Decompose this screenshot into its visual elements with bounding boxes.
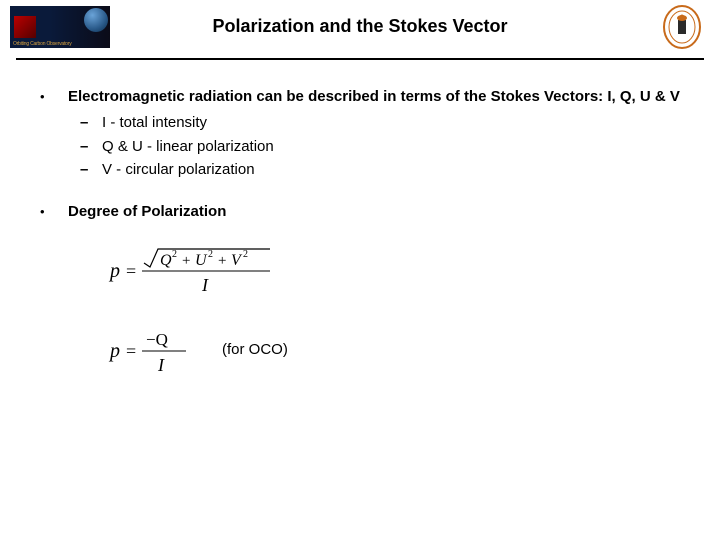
formula-2: p = −Q I (for OCO): [108, 325, 680, 375]
eq-var-p: p: [108, 260, 120, 282]
oco-logo-text: Orbiting Carbon Observatory: [13, 41, 72, 47]
dash-icon: –: [80, 159, 102, 181]
svg-text:+: +: [182, 253, 190, 269]
bullet-dot-icon: •: [40, 201, 68, 223]
svg-text:=: =: [126, 261, 136, 281]
sub-bullet-text: V - circular polarization: [102, 159, 255, 181]
equation-svg: p = Q 2 + U 2 + V 2 I: [108, 243, 278, 297]
earth-icon: [84, 8, 108, 32]
eq-numerator: −Q: [146, 330, 168, 349]
sub-bullet-item: – I - total intensity: [80, 112, 680, 134]
svg-text:=: =: [126, 341, 136, 361]
eq-term-V: V: [231, 252, 243, 269]
formula-1: p = Q 2 + U 2 + V 2 I: [108, 243, 680, 297]
slide-content: • Electromagnetic radiation can be descr…: [0, 60, 720, 375]
svg-text:+: +: [218, 253, 226, 269]
eq-denom-I: I: [201, 275, 209, 295]
sub-bullet-text: I - total intensity: [102, 112, 207, 134]
dash-icon: –: [80, 112, 102, 134]
sub-bullet-item: – V - circular polarization: [80, 159, 680, 181]
equation-svg: p = −Q I: [108, 325, 198, 375]
bullet-main-text: Electromagnetic radiation can be describ…: [68, 86, 680, 108]
sub-bullet-text: Q & U - linear polarization: [102, 136, 274, 158]
institute-seal-icon: [662, 4, 702, 50]
eq-var-p: p: [108, 340, 120, 362]
bullet-main-text: Degree of Polarization: [68, 201, 680, 223]
bullet-item: • Electromagnetic radiation can be descr…: [40, 86, 680, 181]
svg-text:2: 2: [172, 249, 177, 260]
oco-badge-icon: [14, 16, 36, 38]
dash-icon: –: [80, 136, 102, 158]
formula-block: p = Q 2 + U 2 + V 2 I: [108, 243, 680, 375]
bullet-item: • Degree of Polarization: [40, 201, 680, 223]
eq-denom-I: I: [157, 355, 165, 375]
eq-term-U: U: [195, 252, 208, 269]
slide-header: Orbiting Carbon Observatory Polarization…: [0, 0, 720, 54]
bullet-dot-icon: •: [40, 86, 68, 181]
formula-note: (for OCO): [222, 339, 288, 361]
oco-logo-left: Orbiting Carbon Observatory: [10, 6, 110, 48]
svg-text:2: 2: [243, 249, 248, 260]
sub-bullet-item: – Q & U - linear polarization: [80, 136, 680, 158]
svg-text:2: 2: [208, 249, 213, 260]
eq-term-Q: Q: [160, 252, 172, 269]
